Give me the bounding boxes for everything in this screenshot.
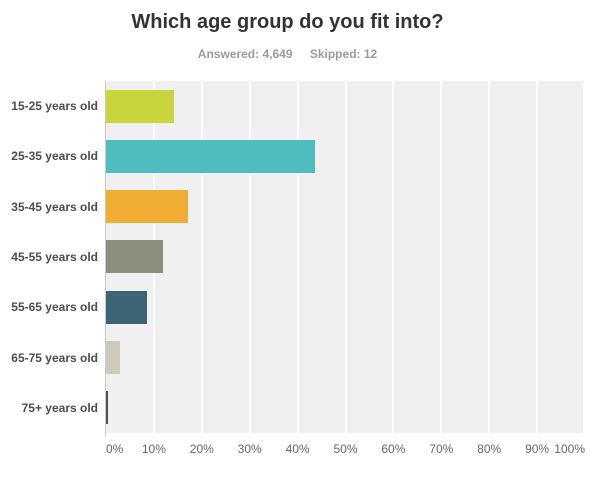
gridline-90: [536, 81, 539, 433]
bar-row-55-65-years-old: [106, 282, 585, 332]
x-tick-100: 100%: [554, 442, 585, 456]
category-label-45-55-years-old: 45-55 years old: [0, 232, 98, 282]
x-axis: 0% 10% 20% 30% 40% 50% 60% 70% 80% 90% 100%: [106, 442, 585, 458]
category-labels: 15-25 years old 25-35 years old 35-45 year…: [0, 81, 98, 433]
bar-row-75-years-old: [106, 383, 585, 433]
x-tick-10: 10%: [141, 442, 166, 456]
category-label-text: 65-75 years old: [11, 350, 98, 365]
x-tick-60: 60%: [381, 442, 406, 456]
gridline-50: [344, 81, 347, 433]
category-label-text: 45-55 years old: [11, 249, 98, 264]
bar-55-65-years-old[interactable]: [106, 290, 148, 324]
x-tick-90: 90%: [525, 442, 550, 456]
category-label-55-65-years-old: 55-65 years old: [0, 282, 98, 332]
gridline-80: [488, 81, 491, 433]
category-label-text: 75+ years old: [21, 400, 98, 415]
gridline-40: [296, 81, 299, 433]
category-label-text: 35-45 years old: [11, 199, 98, 214]
category-label-25-35-years-old: 25-35 years old: [0, 131, 98, 181]
gridline-60: [392, 81, 395, 433]
category-label-75-years-old: 75+ years old: [0, 383, 98, 433]
category-label-65-75-years-old: 65-75 years old: [0, 332, 98, 382]
bar-75-years-old[interactable]: [106, 391, 108, 425]
plot-area: [106, 81, 585, 433]
bar-row-45-55-years-old: [106, 232, 585, 282]
x-tick-30: 30%: [237, 442, 262, 456]
x-tick-80: 80%: [477, 442, 502, 456]
response-stats: Answered: 4,649 Skipped: 12: [0, 47, 575, 61]
category-label-15-25-years-old: 15-25 years old: [0, 81, 98, 131]
bar-45-55-years-old[interactable]: [106, 240, 163, 274]
category-label-35-45-years-old: 35-45 years old: [0, 182, 98, 232]
gridline-100: [583, 81, 585, 433]
category-label-text: 25-35 years old: [11, 149, 98, 164]
gridline-70: [440, 81, 443, 433]
bar-row-15-25-years-old: [106, 81, 585, 131]
skipped-count: Skipped: 12: [309, 47, 378, 61]
bar-15-25-years-old[interactable]: [106, 89, 175, 123]
x-tick-70: 70%: [429, 442, 454, 456]
bar-25-35-years-old[interactable]: [106, 139, 315, 173]
x-tick-50: 50%: [333, 442, 358, 456]
x-tick-20: 20%: [189, 442, 214, 456]
x-tick-0: 0%: [106, 442, 124, 456]
category-label-text: 55-65 years old: [11, 300, 98, 315]
gridline-20: [200, 81, 203, 433]
bar-65-75-years-old[interactable]: [106, 341, 120, 375]
bar-35-45-years-old[interactable]: [106, 190, 188, 224]
bar-row-35-45-years-old: [106, 182, 585, 232]
question-title: Which age group do you fit into?: [131, 11, 444, 33]
y-axis-line: [105, 81, 106, 437]
answered-count: Answered: 4,649: [197, 47, 293, 61]
bar-row-25-35-years-old: [106, 131, 585, 181]
category-label-text: 15-25 years old: [11, 99, 98, 114]
bar-row-65-75-years-old: [106, 332, 585, 382]
x-tick-40: 40%: [285, 442, 310, 456]
gridline-30: [248, 81, 251, 433]
